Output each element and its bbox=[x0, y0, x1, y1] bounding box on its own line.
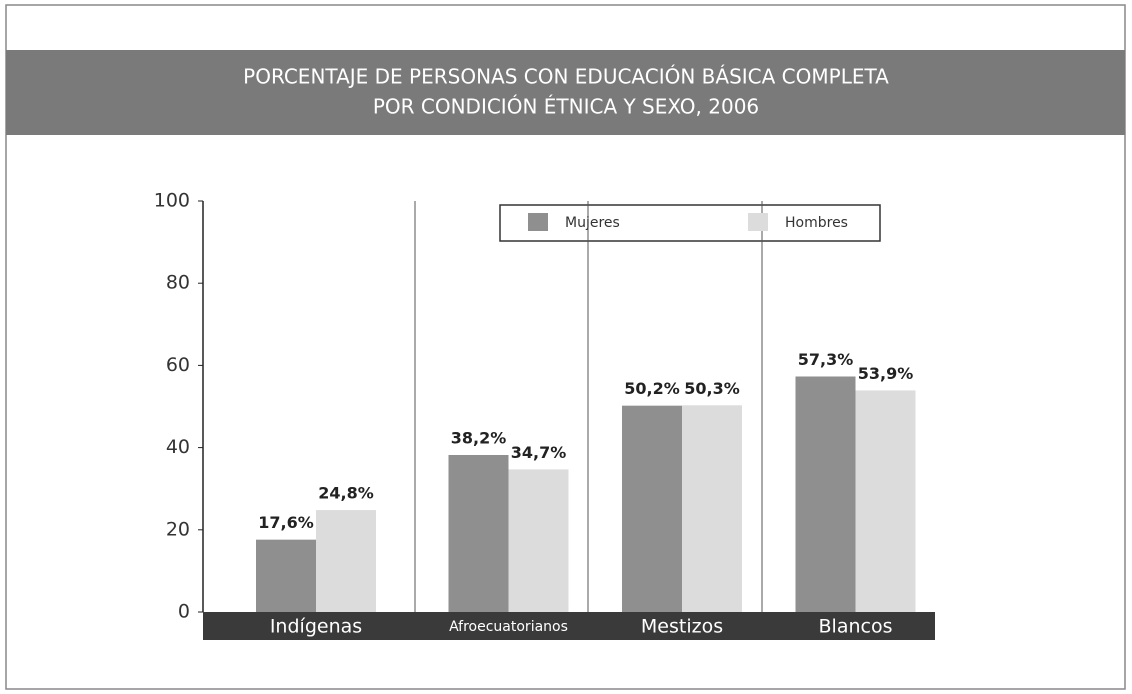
data-label: 57,3% bbox=[798, 350, 854, 369]
bar bbox=[449, 455, 509, 612]
bar bbox=[856, 390, 916, 612]
y-tick-label: 80 bbox=[166, 272, 190, 294]
x-tick-label: Blancos bbox=[819, 616, 893, 638]
x-tick-label: Indígenas bbox=[270, 616, 362, 638]
y-tick-label: 40 bbox=[166, 436, 190, 458]
data-label: 34,7% bbox=[511, 443, 567, 462]
header-band bbox=[6, 50, 1125, 135]
legend-label: Mujeres bbox=[565, 215, 620, 231]
bar bbox=[256, 540, 316, 612]
bar bbox=[316, 510, 376, 612]
y-tick-label: 60 bbox=[166, 354, 190, 376]
bar bbox=[682, 405, 742, 612]
data-label: 17,6% bbox=[258, 513, 314, 532]
data-label: 50,2% bbox=[624, 379, 680, 398]
chart-subtitle: POR CONDICIÓN ÉTNICA Y SEXO, 2006 bbox=[373, 95, 759, 119]
x-tick-label: Mestizos bbox=[641, 616, 723, 638]
legend-swatch bbox=[748, 213, 768, 231]
x-tick-label: Afroecuatorianos bbox=[449, 619, 568, 635]
bar bbox=[796, 376, 856, 612]
data-label: 24,8% bbox=[318, 484, 374, 503]
bar bbox=[509, 469, 569, 612]
legend-label: Hombres bbox=[785, 215, 848, 231]
legend-swatch bbox=[528, 213, 548, 231]
data-label: 50,3% bbox=[684, 379, 740, 398]
bar bbox=[622, 406, 682, 612]
y-tick-label: 20 bbox=[166, 518, 190, 540]
y-tick-label: 0 bbox=[178, 601, 190, 623]
data-label: 38,2% bbox=[451, 428, 507, 447]
chart-title: PORCENTAJE DE PERSONAS CON EDUCACIÓN BÁS… bbox=[243, 65, 889, 89]
chart: PORCENTAJE DE PERSONAS CON EDUCACIÓN BÁS… bbox=[0, 0, 1132, 694]
y-tick-label: 100 bbox=[154, 190, 190, 212]
data-label: 53,9% bbox=[858, 364, 914, 383]
